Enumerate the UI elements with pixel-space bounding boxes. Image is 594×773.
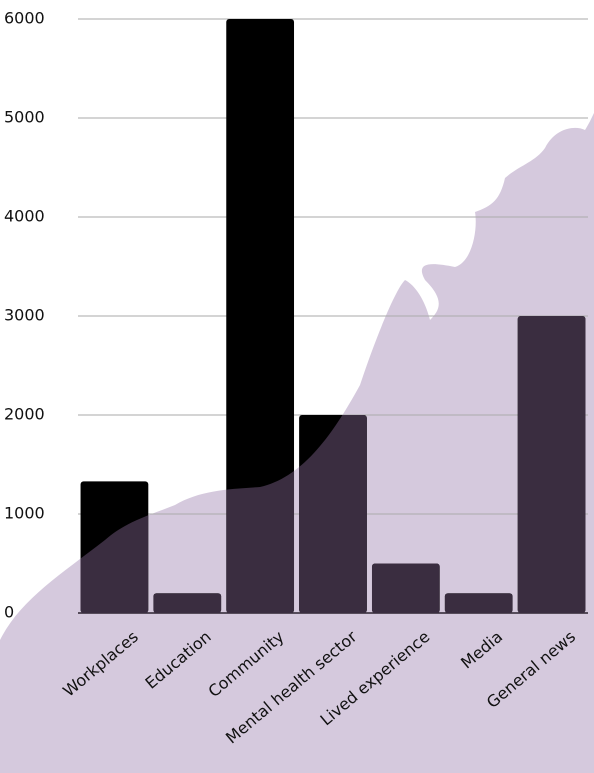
y-tick-label: 1000 [4,504,45,523]
y-tick-label: 6000 [4,9,45,28]
y-tick-label: 5000 [4,108,45,127]
y-tick-label: 2000 [4,405,45,424]
bar [226,19,295,613]
y-tick-label: 0 [4,603,14,622]
y-tick-label: 3000 [4,306,45,325]
y-tick-label: 4000 [4,207,45,226]
background-overlay [0,113,594,773]
